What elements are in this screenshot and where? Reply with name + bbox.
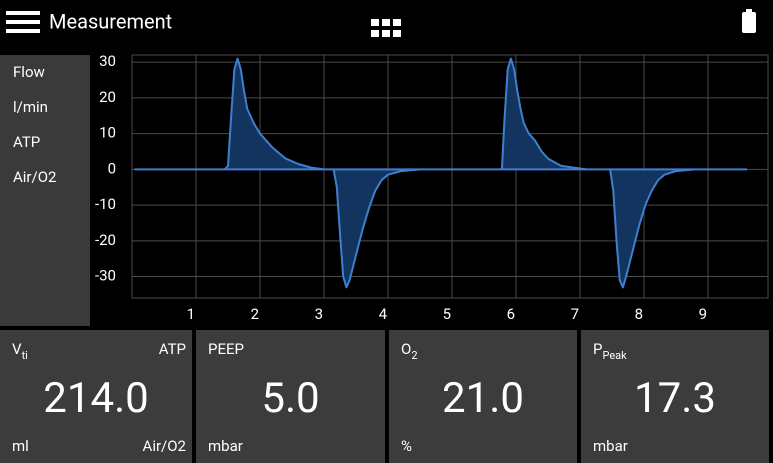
tile-label-sub: Peak: [602, 349, 627, 362]
apps-dot: [393, 30, 401, 37]
header-title: Measurement: [49, 9, 172, 33]
x-tick-label: 8: [635, 305, 643, 323]
tile-unit: mbar: [593, 437, 628, 455]
tile-extra: Air/O2: [143, 437, 186, 455]
plot: -30 -20 -10 0 10 20 30 1 2 3 4 5 6 7 8 9: [95, 52, 769, 323]
y-tick-label: -10: [95, 195, 116, 213]
battery-icon: [742, 9, 756, 33]
tile-unit: ml: [12, 437, 29, 455]
apps-dot: [382, 30, 390, 37]
tile-unit: mbar: [208, 437, 243, 455]
tile-background: [196, 330, 385, 463]
tile-label-main: PEEP: [208, 340, 244, 358]
tile-value: 5.0: [261, 374, 319, 423]
y-tick-label: 10: [99, 124, 116, 142]
tile-background: [389, 330, 577, 463]
tile-value: 17.3: [634, 374, 716, 423]
side-panel: [0, 55, 90, 326]
y-tick-label: 0: [108, 159, 116, 177]
menu-bar: [6, 20, 40, 24]
tile-background: [581, 330, 769, 463]
tiles: Vti ATP 214.0 ml Air/O2 PEEP 5.0 mbar O2 21.0% PPe…: [0, 330, 769, 463]
y-tick-label: 30: [99, 52, 116, 70]
y-tick-label: -20: [95, 231, 116, 249]
measurement-tile[interactable]: O2 21.0%: [389, 330, 577, 463]
x-tick-label: 3: [315, 305, 323, 323]
menu-bar: [6, 11, 40, 15]
tile-label: O2: [401, 340, 418, 362]
battery-tip: [746, 9, 752, 12]
tile-background: [0, 330, 192, 463]
tile-label-main: V: [12, 340, 22, 358]
side-label: Air/O2: [13, 168, 56, 186]
measurement-tile[interactable]: PEEP 5.0 mbar: [196, 330, 385, 463]
x-tick-label: 4: [379, 305, 388, 323]
x-tick-label: 1: [187, 305, 195, 323]
tile-corner: ATP: [159, 340, 186, 358]
measurement-tile[interactable]: Vti ATP 214.0 ml Air/O2: [0, 330, 192, 463]
tile-label: PEEP: [208, 340, 244, 358]
tile-label: PPeak: [593, 340, 627, 362]
plot-frame: [131, 54, 769, 299]
battery-body: [742, 12, 756, 33]
tile-label-main: O: [401, 340, 411, 358]
x-tick-label: 6: [507, 305, 515, 323]
x-tick-label: 7: [571, 305, 579, 323]
measurement-tile[interactable]: PPeak 17.3 mbar: [581, 330, 769, 463]
apps-button[interactable]: [371, 19, 401, 37]
tile-value: 21.0: [442, 374, 524, 423]
side-label: Flow: [13, 63, 45, 81]
tile-label-sub: 2: [411, 349, 417, 362]
side-label: ATP: [13, 133, 40, 151]
apps-dot: [371, 19, 379, 26]
y-tick-label: -30: [95, 267, 116, 285]
apps-dot: [393, 19, 401, 26]
y-tick-label: 20: [99, 88, 116, 106]
x-tick-label: 5: [443, 305, 451, 323]
tile-unit: %: [401, 437, 412, 455]
menu-bar: [6, 29, 40, 33]
tile-value: 214.0: [43, 374, 149, 423]
apps-dot: [371, 30, 379, 37]
x-tick-label: 2: [251, 305, 259, 323]
apps-dot: [382, 19, 390, 26]
menu-button[interactable]: [6, 11, 40, 33]
tile-label-main: P: [593, 340, 602, 358]
side-label: l/min: [13, 98, 48, 116]
tile-label: Vti: [12, 340, 28, 362]
flow-curve: [134, 57, 748, 289]
tile-label-sub: ti: [22, 349, 28, 362]
x-tick-label: 9: [699, 305, 707, 323]
